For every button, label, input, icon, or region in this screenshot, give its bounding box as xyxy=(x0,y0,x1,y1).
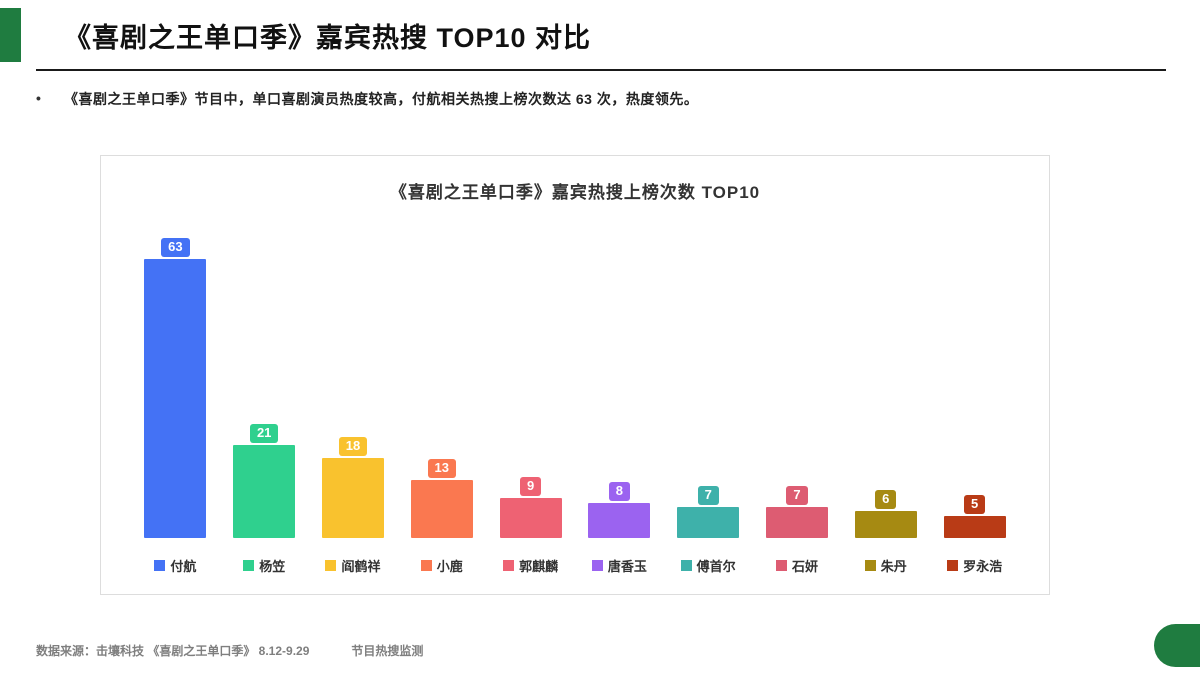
bullet-text: 《喜剧之王单口季》节目中，单口喜剧演员热度较高，付航相关热搜上榜次数达 63 次… xyxy=(64,91,699,107)
bar-group-9: 6 xyxy=(841,228,930,538)
bar xyxy=(144,259,207,538)
bar xyxy=(233,445,296,538)
bar xyxy=(499,498,562,538)
legend-swatch xyxy=(325,560,337,571)
bar-value-label: 9 xyxy=(519,477,542,496)
bar xyxy=(410,480,473,538)
legend-swatch xyxy=(243,560,255,571)
bar-group-10: 5 xyxy=(930,228,1019,538)
bar xyxy=(765,507,828,538)
legend-swatch xyxy=(591,560,603,571)
legend-item-5: 郭麒麟 xyxy=(486,556,575,575)
title-divider xyxy=(36,69,1166,71)
chart-legend: 付航 杨笠 阎鹤祥 小鹿 郭麒麟 唐香玉 傅首尔 石妍 朱丹 罗永浩 xyxy=(131,556,1019,575)
legend-swatch xyxy=(775,560,787,571)
legend-label: 郭麒麟 xyxy=(519,559,559,574)
legend-label: 朱丹 xyxy=(880,559,907,574)
accent-bar xyxy=(0,8,21,62)
footer-note-text: 节目热搜监测 xyxy=(351,644,424,658)
bar xyxy=(321,458,384,538)
legend-swatch xyxy=(154,560,166,571)
bar-value-label: 21 xyxy=(249,424,279,443)
legend-label: 杨笠 xyxy=(259,559,286,574)
chart-title: 《喜剧之王单口季》嘉宾热搜上榜次数 TOP10 xyxy=(389,183,761,202)
chart-card: 《喜剧之王单口季》嘉宾热搜上榜次数 TOP10 63 21 18 13 9 8 7 7 6 5 付… xyxy=(100,155,1050,595)
bar-group-3: 18 xyxy=(309,228,398,538)
legend-swatch xyxy=(864,560,876,571)
legend-swatch xyxy=(947,560,959,571)
bar-value-label: 7 xyxy=(786,486,808,505)
legend-item-9: 朱丹 xyxy=(841,556,930,575)
bar-value-label: 13 xyxy=(427,459,457,478)
legend-label: 罗永浩 xyxy=(963,559,1003,574)
legend-label: 付航 xyxy=(170,559,197,574)
legend-item-7: 傅首尔 xyxy=(664,556,753,575)
footer: 数据来源：击壤科技 《喜剧之王单口季》 8.12-9.29 节目热搜监测 xyxy=(36,642,423,659)
chart-plot: 63 21 18 13 9 8 7 7 6 5 xyxy=(131,228,1019,538)
legend-item-3: 阎鹤祥 xyxy=(309,556,398,575)
bar-value-label: 5 xyxy=(963,495,986,514)
legend-item-8: 石妍 xyxy=(753,556,842,575)
legend-item-4: 小鹿 xyxy=(397,556,486,575)
legend-swatch xyxy=(503,560,515,571)
bullet-item: • 《喜剧之王单口季》节目中，单口喜剧演员热度较高，付航相关热搜上榜次数达 63… xyxy=(36,90,1156,110)
legend-item-1: 付航 xyxy=(131,556,220,575)
bar-value-label: 7 xyxy=(697,486,719,505)
legend-label: 傅首尔 xyxy=(696,559,736,574)
bar xyxy=(588,503,651,538)
bar-group-2: 21 xyxy=(220,228,309,538)
bar-group-6: 8 xyxy=(575,228,664,538)
bar xyxy=(943,516,1006,538)
page-title: 《喜剧之王单口季》嘉宾热搜 TOP10 对比 xyxy=(64,23,592,53)
legend-label: 唐香玉 xyxy=(607,559,647,574)
bar-value-label: 6 xyxy=(875,490,897,509)
bar-value-label: 63 xyxy=(161,238,190,257)
bar-value-label: 8 xyxy=(608,482,630,501)
legend-swatch xyxy=(420,560,432,571)
bullet-marker: • xyxy=(36,90,41,106)
bar-group-8: 7 xyxy=(753,228,842,538)
legend-label: 石妍 xyxy=(791,559,818,574)
bar-group-1: 63 xyxy=(131,228,220,538)
bar-value-label: 18 xyxy=(338,437,368,456)
legend-label: 小鹿 xyxy=(436,559,463,574)
legend-swatch xyxy=(680,560,692,571)
bar-group-5: 9 xyxy=(486,228,575,538)
legend-label: 阎鹤祥 xyxy=(341,559,381,574)
footer-source-text: 数据来源：击壤科技 《喜剧之王单口季》 8.12-9.29 xyxy=(36,644,310,658)
bar-group-4: 13 xyxy=(397,228,486,538)
legend-item-2: 杨笠 xyxy=(220,556,309,575)
legend-item-10: 罗永浩 xyxy=(930,556,1019,575)
legend-item-6: 唐香玉 xyxy=(575,556,664,575)
bar xyxy=(854,511,917,538)
corner-logo xyxy=(1154,624,1200,667)
bar xyxy=(677,507,740,538)
bar-group-7: 7 xyxy=(664,228,753,538)
